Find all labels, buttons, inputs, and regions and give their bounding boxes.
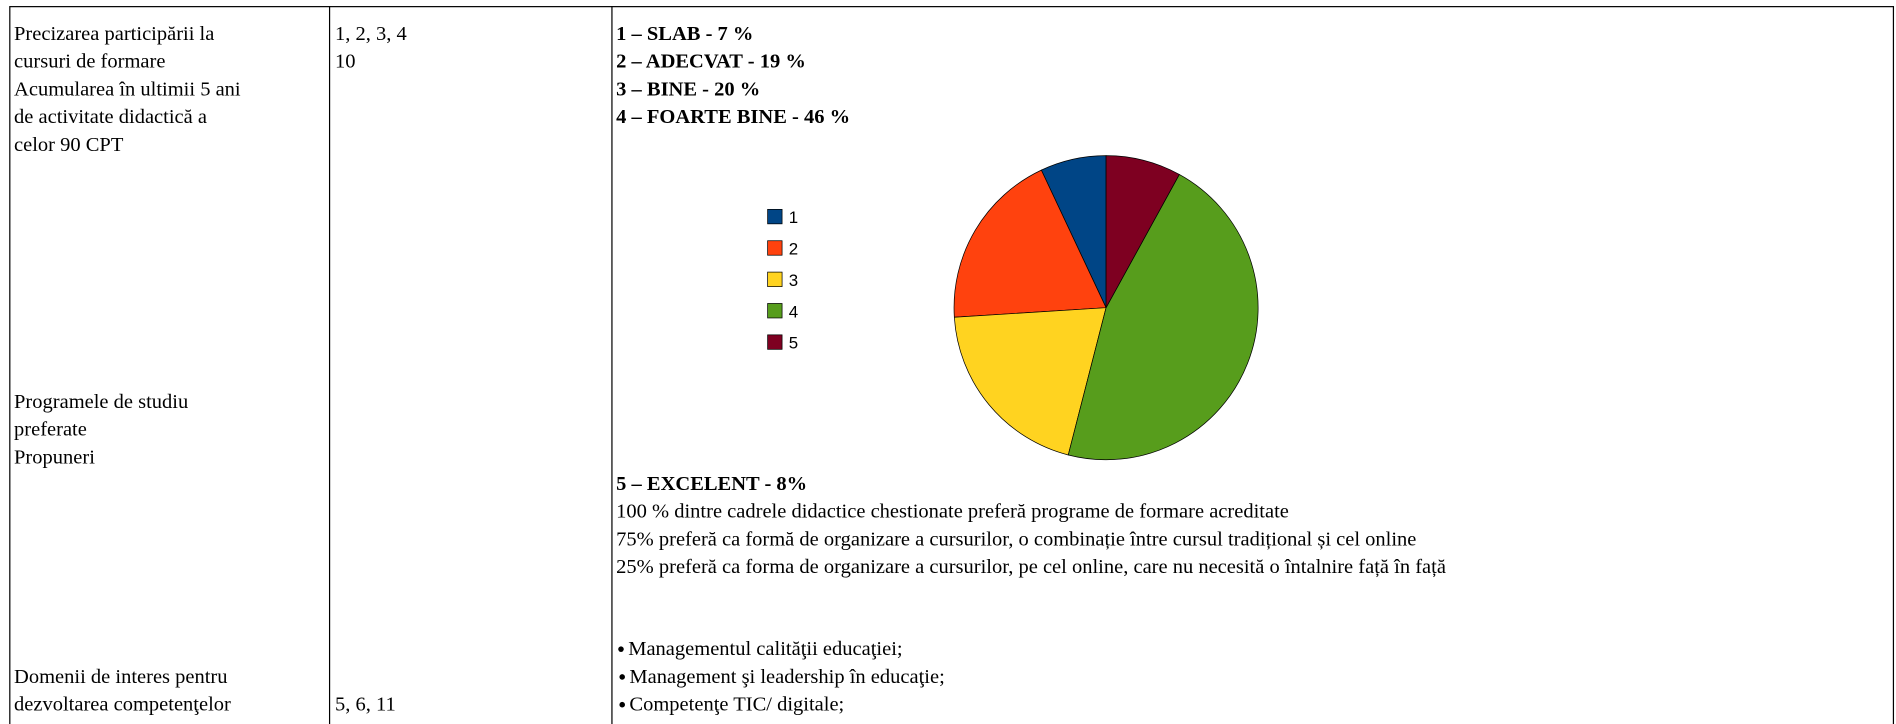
criteria-text: dezvoltarea competenţelor	[14, 694, 231, 716]
legend-label: 5	[789, 334, 798, 353]
legend-label: 4	[789, 302, 798, 321]
bullet	[618, 646, 624, 652]
legend-swatch	[767, 334, 783, 350]
legend-swatch	[767, 303, 783, 319]
pie-slice	[953, 169, 1107, 318]
table-border	[9, 6, 1895, 724]
bullet	[619, 674, 625, 680]
statement-line: 75% preferă ca formă de organizare a cur…	[616, 528, 1416, 550]
statement-line: 100 % dintre cadrele didactice chestiona…	[616, 501, 1289, 523]
criteria-text: cursuri de formare	[14, 51, 165, 73]
statement-line: 25% preferă ca forma de organizare a cur…	[616, 556, 1446, 578]
bullet	[619, 701, 625, 708]
criteria-text: Domenii de interes pentru	[14, 666, 227, 688]
legend-swatch	[767, 271, 783, 287]
result-line: 3 – BINE - 20 %	[616, 78, 760, 100]
pie-slice	[953, 307, 1107, 456]
domain-item: Management şi leadership în educaţie;	[629, 666, 944, 688]
item-numbers: 10	[335, 51, 356, 73]
legend-label: 2	[789, 240, 798, 259]
result-line: 1 – SLAB - 7 %	[616, 23, 753, 45]
pie-slice	[1105, 155, 1180, 308]
domain-item: Competenţe TIC/ digitale;	[629, 694, 844, 716]
criteria-text: Precizarea participării la	[14, 23, 214, 45]
pie-slice	[1067, 173, 1259, 461]
result-line: 4 – FOARTE BINE - 46 %	[616, 106, 850, 128]
legend-label: 1	[789, 208, 798, 227]
legend-swatch	[767, 240, 783, 256]
criteria-text: Propuneri	[14, 446, 95, 468]
result-line: 5 – EXCELENT - 8%	[616, 473, 807, 495]
result-line: 2 – ADECVAT - 19 %	[616, 51, 806, 73]
legend-swatch	[767, 208, 783, 225]
item-numbers: 5, 6, 11	[335, 694, 396, 716]
criteria-text: de activitate didactică a	[14, 106, 207, 128]
criteria-text: celor 90 CPT	[14, 134, 124, 156]
criteria-text: Acumularea în ultimii 5 ani	[14, 78, 241, 100]
item-numbers: 1, 2, 3, 4	[335, 23, 407, 45]
legend-label: 3	[789, 271, 798, 290]
domain-item: Managementul calităţii educaţiei;	[628, 638, 902, 660]
criteria-text: Programele de studiu	[14, 391, 188, 413]
criteria-text: preferate	[14, 419, 87, 441]
